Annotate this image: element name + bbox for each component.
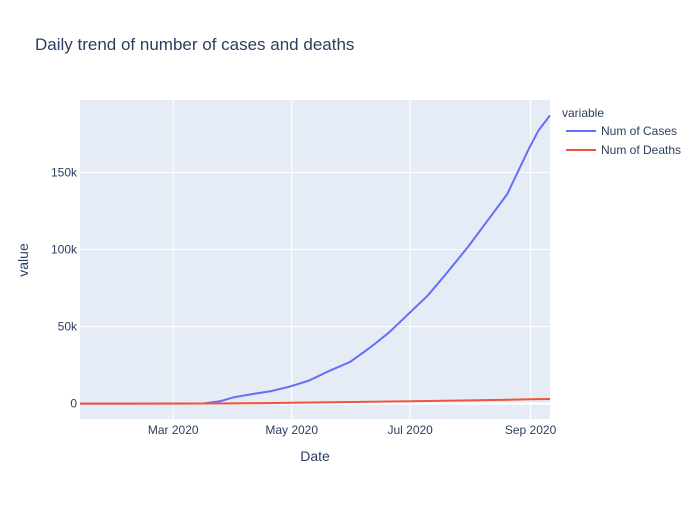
- x-tick-label: Mar 2020: [148, 423, 199, 437]
- y-tick-label: 150k: [51, 165, 78, 179]
- x-tick-label: Jul 2020: [387, 423, 433, 437]
- x-tick-label: May 2020: [265, 423, 318, 437]
- legend[interactable]: variable Num of Cases Num of Deaths: [562, 106, 681, 157]
- series-line-num-of-cases: [80, 114, 551, 405]
- y-tick-label: 100k: [51, 242, 78, 256]
- x-tick-label: Sep 2020: [505, 423, 557, 437]
- series-line-num-of-deaths: [80, 398, 551, 405]
- chart-title: Daily trend of number of cases and death…: [35, 35, 354, 54]
- plot-area: [80, 100, 550, 419]
- series-lines: [80, 114, 551, 405]
- legend-items[interactable]: Num of Cases Num of Deaths: [566, 124, 681, 157]
- y-tick-label: 0: [70, 397, 77, 411]
- y-axis-label: value: [15, 243, 31, 277]
- y-tick-label: 50k: [58, 320, 78, 334]
- x-axis-label: Date: [300, 448, 330, 464]
- legend-item-label[interactable]: Num of Cases: [601, 124, 677, 138]
- legend-title: variable: [562, 106, 604, 120]
- y-axis-ticks: 0 50k 100k 150k: [51, 165, 78, 410]
- x-axis-ticks: Mar 2020 May 2020 Jul 2020 Sep 2020: [148, 423, 557, 437]
- legend-item-label[interactable]: Num of Deaths: [601, 143, 681, 157]
